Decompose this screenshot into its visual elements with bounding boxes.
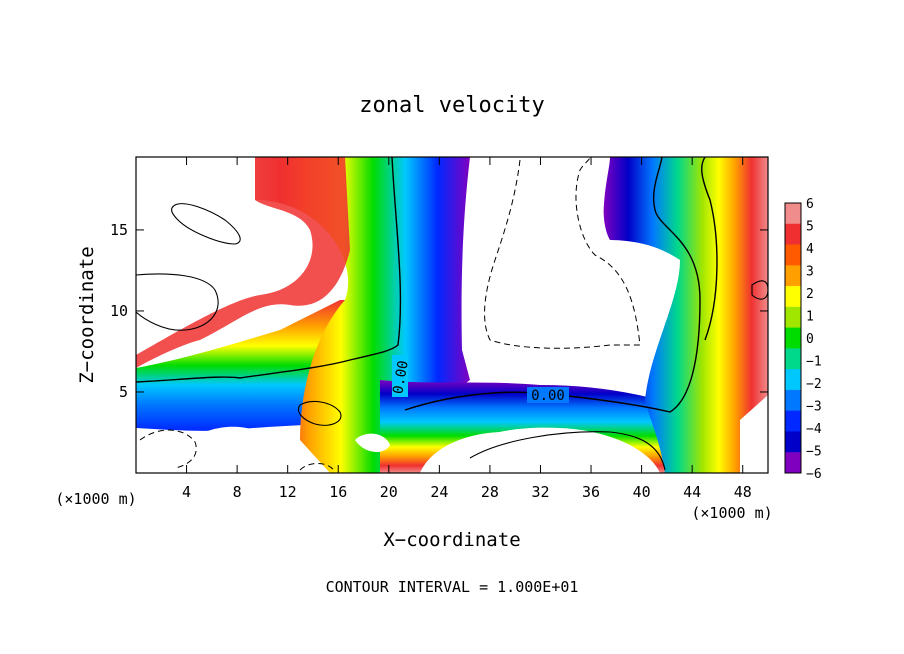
x-axis-label: X−coordinate	[383, 529, 520, 551]
plot-area: 0.00 0.00	[136, 157, 768, 473]
field-red-blob	[136, 157, 350, 368]
colorbar-swatch	[785, 389, 801, 412]
contour-label-vertical: 0.00	[390, 359, 412, 395]
colorbar-tick-label: 0	[806, 332, 814, 347]
contour-dashed-1	[484, 157, 641, 349]
colorbar-swatch	[785, 369, 801, 391]
y-axis-ticks: 5 10 15	[110, 221, 768, 401]
contour-zero-3	[701, 157, 718, 341]
field-right-column	[603, 157, 768, 473]
colorbar-swatch	[785, 203, 801, 225]
x-tick-label: 16	[329, 483, 347, 501]
x-tick-label: 28	[481, 483, 499, 501]
contour-zero-1	[136, 157, 402, 383]
x-tick-label: 32	[531, 483, 549, 501]
chart-title: zonal velocity	[359, 93, 544, 118]
colorbar-tick-label: −3	[806, 400, 822, 415]
contour-dashed-3	[299, 463, 336, 473]
colorbar-tick-label: 1	[806, 310, 814, 325]
colorbar-swatch	[785, 327, 801, 349]
field-white-pocket-left	[190, 426, 274, 470]
x-unit-label-right: (×1000 m)	[691, 504, 772, 522]
colorbar-swatch	[785, 286, 801, 308]
field-white-pocket-small	[355, 433, 390, 452]
y-tick-label: 10	[110, 302, 128, 320]
contour-label-horizontal: 0.00	[531, 388, 565, 404]
colorbar-tick-label: 5	[806, 220, 814, 235]
colorbar-swatch	[785, 452, 801, 474]
colorbar-tick-label: 3	[806, 265, 814, 280]
x-tick-label: 48	[734, 483, 752, 501]
colorbar-tick-label: 2	[806, 287, 814, 302]
x-axis-ticks: 4 8 12 16 20 24 28 32 36 40 44 48	[182, 157, 752, 501]
colorbar: 6 5 4 3 2 1 0 −1 −2 −3 −4 −5 −6	[784, 197, 822, 482]
colorbar-swatch	[785, 410, 801, 432]
colorbar-swatch	[785, 431, 801, 453]
colorbar-tick-label: −1	[806, 355, 822, 370]
colorbar-swatch	[785, 306, 801, 329]
footer-contour-interval: CONTOUR INTERVAL = 1.000E+01	[326, 578, 579, 596]
contour-zero-2	[404, 157, 701, 413]
colorbar-tick-label: −5	[806, 445, 822, 460]
field-white-corner	[136, 428, 200, 473]
y-tick-label: 15	[110, 221, 128, 239]
colorbar-frame	[784, 202, 802, 474]
colorbar-swatch	[785, 223, 801, 246]
x-tick-label: 40	[633, 483, 651, 501]
x-tick-label: 8	[233, 483, 242, 501]
x-tick-label: 12	[279, 483, 297, 501]
x-tick-label: 20	[380, 483, 398, 501]
contour-loop-upper	[171, 203, 241, 245]
x-unit-label-left: (×1000 m)	[55, 490, 136, 508]
x-tick-label: 44	[683, 483, 701, 501]
contour-loop-small	[297, 400, 342, 426]
x-tick-label: 36	[582, 483, 600, 501]
plot-frame	[135, 156, 769, 474]
y-axis-label: Z−coordinate	[76, 246, 98, 383]
colorbar-tick-label: −2	[806, 377, 822, 392]
x-tick-label: 4	[182, 483, 191, 501]
colorbar-tick-label: 6	[806, 197, 814, 212]
x-tick-label: 24	[430, 483, 448, 501]
colorbar-swatch	[785, 265, 801, 287]
colorbar-tick-label: −6	[806, 467, 822, 482]
contour-loop-bottom	[469, 431, 666, 471]
field-white-pocket-bottom	[440, 427, 660, 473]
colorbar-swatch	[785, 244, 801, 266]
colorbar-tick-label: −4	[806, 422, 822, 437]
contour-dashed-2	[139, 429, 197, 469]
field-white-pocket-mid	[465, 157, 650, 360]
colorbar-swatch	[785, 348, 801, 370]
y-tick-label: 5	[119, 383, 128, 401]
contour-loop-left	[136, 273, 219, 331]
colorbar-tick-label: 4	[806, 242, 814, 257]
